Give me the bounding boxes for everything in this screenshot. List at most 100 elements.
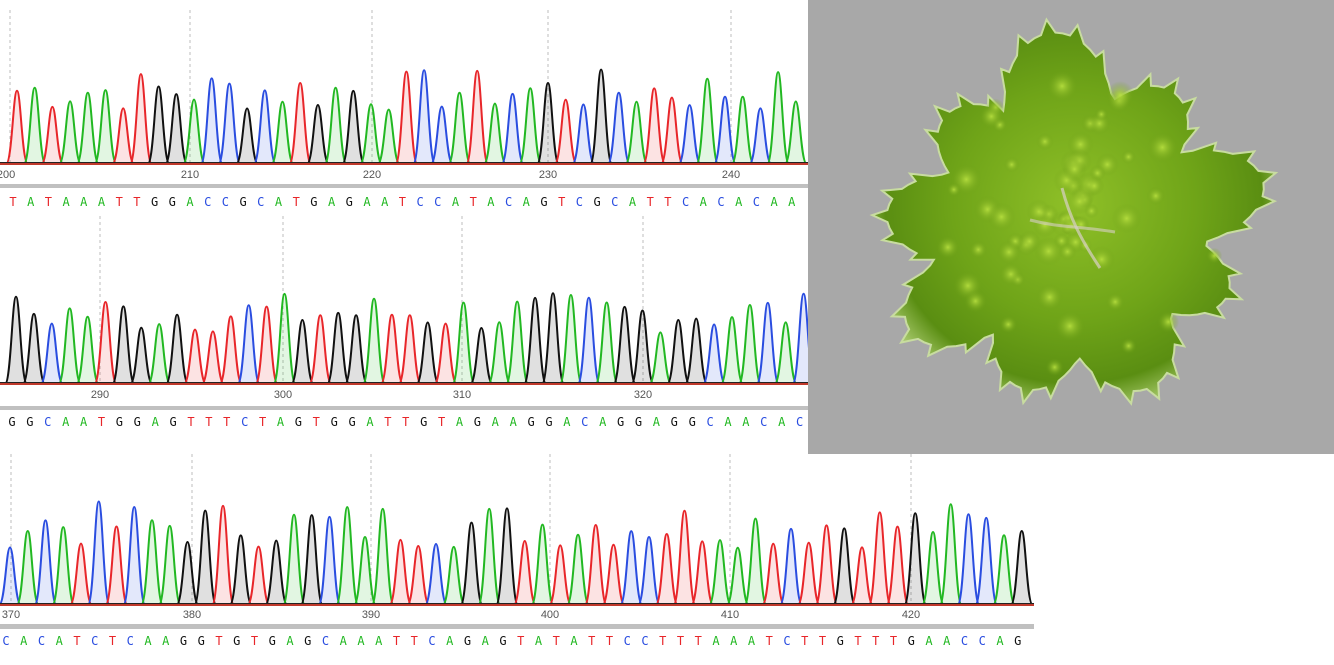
chloroplast-granule <box>969 240 988 259</box>
base-call: T <box>647 195 654 209</box>
base-call: G <box>134 415 141 429</box>
base-call: A <box>492 415 500 429</box>
peak-G <box>540 292 566 385</box>
peak-A <box>451 301 476 385</box>
tick-label: 290 <box>91 389 109 401</box>
chloroplast-granule <box>1120 338 1137 354</box>
peak-G <box>589 68 614 165</box>
peak-A <box>93 89 118 165</box>
micrograph-image <box>808 0 1334 454</box>
base-call: A <box>363 195 371 209</box>
base-call: T <box>259 415 266 429</box>
peak-A <box>22 86 47 165</box>
peak-A <box>282 513 306 606</box>
peak-G <box>630 309 655 385</box>
base-call: T <box>553 634 560 648</box>
base-call: A <box>570 634 578 648</box>
peak-T <box>672 509 697 606</box>
base-call: C <box>611 195 618 209</box>
base-call: T <box>659 634 666 648</box>
peak-G <box>903 512 928 606</box>
chloroplast-granule <box>946 182 961 197</box>
peak-A <box>57 307 82 385</box>
base-call: A <box>748 634 756 648</box>
peak-C <box>429 105 454 165</box>
peak-A <box>737 304 762 385</box>
peak-A <box>353 536 377 606</box>
peak-C <box>424 542 448 606</box>
base-call: A <box>788 195 796 209</box>
peak-G <box>164 93 189 165</box>
base-call: A <box>653 415 661 429</box>
peak-A <box>376 108 401 165</box>
peak-A <box>719 316 745 385</box>
peak-G <box>344 314 369 385</box>
peak-C <box>755 301 780 385</box>
chloroplast-granule <box>979 104 1004 129</box>
base-call: G <box>169 415 176 429</box>
base-call: T <box>664 195 671 209</box>
base-call: G <box>295 415 302 429</box>
peak-A <box>157 524 182 606</box>
base-call: C <box>760 415 767 429</box>
peak-G <box>415 321 440 385</box>
peak-T <box>690 540 715 606</box>
base-call: T <box>384 415 391 429</box>
base-call: A <box>286 634 294 648</box>
base-call: G <box>499 634 506 648</box>
base-call: G <box>474 415 481 429</box>
peak-T <box>93 300 118 385</box>
peak-C <box>571 103 596 165</box>
separator-band <box>0 624 1034 629</box>
peak-A <box>921 530 945 606</box>
base-call: C <box>961 634 968 648</box>
base-call: T <box>73 634 80 648</box>
base-call: A <box>925 634 933 648</box>
peak-G <box>326 311 351 385</box>
peak-G <box>3 295 29 385</box>
base-call: A <box>742 415 750 429</box>
base-call: G <box>239 195 246 209</box>
base-call: C <box>796 415 803 429</box>
base-call: A <box>510 415 518 429</box>
peak-A <box>695 77 720 165</box>
base-call: T <box>293 195 300 209</box>
base-call: C <box>434 195 441 209</box>
peak-C <box>677 104 702 165</box>
peak-T <box>433 322 458 385</box>
base-call: G <box>420 415 427 429</box>
peak-T <box>288 82 313 165</box>
base-call: A <box>482 634 490 648</box>
base-call: T <box>393 634 400 648</box>
chloroplast-granule <box>1206 247 1223 264</box>
base-call: A <box>730 634 738 648</box>
chloroplast-granule <box>1034 236 1064 266</box>
chloroplast-granule <box>997 240 1021 265</box>
base-call: A <box>62 415 70 429</box>
peak-T <box>761 542 786 606</box>
peak-G <box>341 89 366 165</box>
chloroplast-granule <box>1062 157 1087 182</box>
base-call: A <box>535 634 543 648</box>
chloroplast-granule <box>1094 107 1108 121</box>
chloroplast-granule <box>1058 242 1077 261</box>
base-call: A <box>700 195 708 209</box>
peak-T <box>379 313 404 385</box>
tick-label: 220 <box>363 169 381 181</box>
peak-C <box>39 322 64 385</box>
peak-A <box>361 297 387 385</box>
base-call: A <box>56 634 64 648</box>
base-call: A <box>366 415 374 429</box>
base-call: G <box>269 634 276 648</box>
base-call: G <box>545 415 552 429</box>
base-call: A <box>162 634 170 648</box>
peak-C <box>86 500 111 606</box>
tick-label: 210 <box>181 169 199 181</box>
peaks-group <box>5 68 808 165</box>
peak-A <box>51 526 76 606</box>
chloroplast-granule <box>1111 203 1142 234</box>
base-call: G <box>527 415 534 429</box>
base-call: T <box>109 634 116 648</box>
base-call: T <box>606 634 613 648</box>
